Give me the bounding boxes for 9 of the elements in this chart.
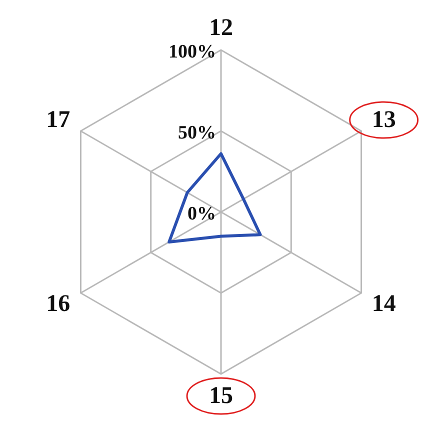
spoke-label: 15 [209, 383, 233, 409]
y-tick-label: 100% [168, 42, 216, 62]
y-tick-label: 50% [178, 122, 216, 144]
spoke-label: 12 [209, 15, 233, 41]
spoke-label: 13 [372, 107, 396, 133]
y-tick-label: 0% [188, 204, 216, 224]
spoke-label: 16 [46, 291, 70, 317]
spoke-label: 14 [372, 291, 396, 317]
spoke-label: 17 [46, 107, 70, 133]
